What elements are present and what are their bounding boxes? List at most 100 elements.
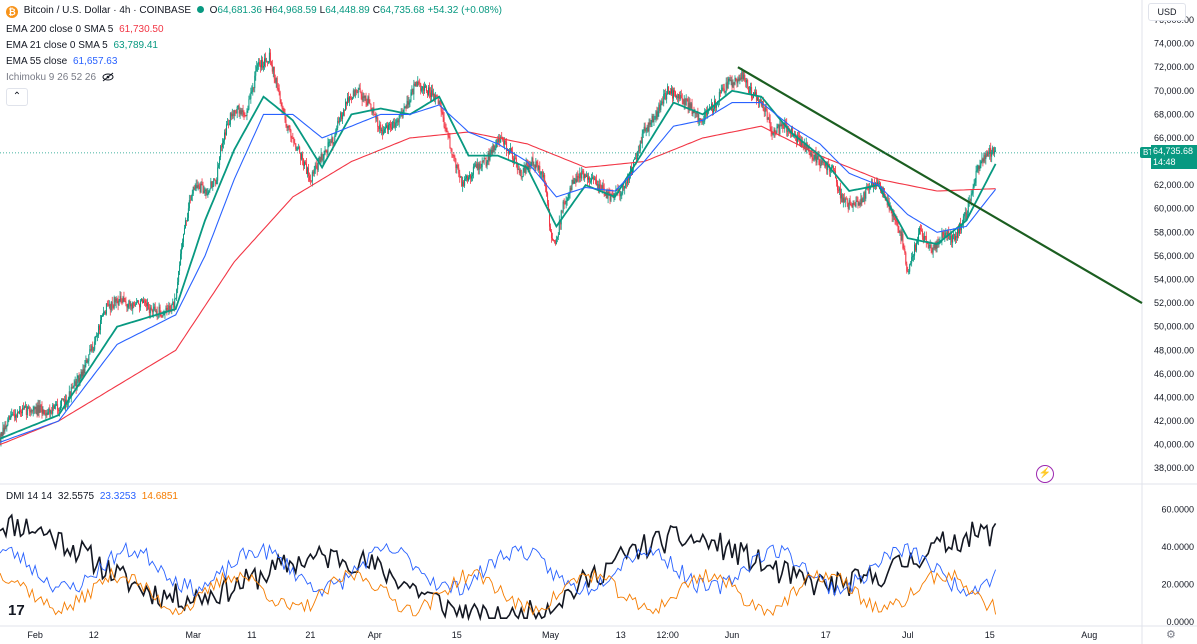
candle-body (641, 133, 643, 144)
candle-body (69, 391, 71, 398)
candle-body (126, 304, 128, 308)
candle-body (918, 228, 920, 234)
candle-body (463, 181, 465, 186)
candle-body (189, 200, 191, 202)
candle-body (611, 194, 613, 195)
candle-body (251, 90, 253, 92)
candle-body (910, 263, 912, 265)
candle-body (180, 253, 182, 266)
candle-body (149, 307, 151, 314)
candle-body (112, 305, 114, 308)
candle-body (371, 110, 373, 113)
candle-body (617, 189, 619, 192)
candle-body (203, 191, 205, 193)
candle-body (512, 158, 514, 162)
candle-body (609, 193, 611, 201)
candle-body (183, 227, 185, 234)
candle-body (469, 175, 471, 179)
hidden-eye-icon[interactable] (102, 72, 114, 82)
candle-body (78, 375, 80, 382)
dmi-legend[interactable]: DMI 14 14 32.5575 23.3253 14.6851 (6, 491, 181, 502)
candle-body (153, 306, 155, 309)
candle-body (810, 152, 812, 156)
candle-body (357, 89, 359, 93)
indicator-ichimoku[interactable]: Ichimoku 9 26 52 26 (6, 72, 114, 83)
candle-body (866, 188, 868, 189)
candle-body (569, 187, 571, 195)
candle-body (585, 174, 587, 177)
candle-body (296, 149, 298, 150)
indicator-value: 61,657.63 (72, 56, 118, 67)
candle-body (596, 184, 598, 186)
candle-body (919, 228, 921, 231)
collapse-legend-button[interactable]: ⌃ (6, 88, 28, 106)
bolt-icon[interactable]: ⚡ (1036, 465, 1054, 483)
candle-body (547, 193, 549, 204)
candle-body (70, 387, 72, 398)
symbol-legend[interactable]: ₿ Bitcoin / U.S. Dollar · 4h · COINBASE … (6, 5, 508, 18)
price-tick-label: 56,000.00 (1154, 251, 1194, 261)
candle-body (615, 189, 617, 194)
candle-body (518, 168, 520, 174)
candle-body (957, 229, 959, 234)
candle-body (833, 166, 835, 170)
candle-body (265, 61, 267, 63)
candle-body (924, 235, 926, 237)
dmi-adx-value: 32.5575 (57, 491, 95, 502)
indicator-ema55[interactable]: EMA 55 close 61,657.63 (6, 56, 120, 67)
candle-body (934, 242, 936, 249)
candle-body (280, 99, 282, 103)
time-tick-label: 13 (616, 630, 626, 640)
candle-body (862, 201, 864, 203)
indicator-ema200[interactable]: EMA 200 close 0 SMA 5 61,730.50 (6, 24, 167, 35)
candle-body (327, 142, 329, 154)
candle-body (676, 96, 678, 98)
candle-body (423, 86, 425, 91)
currency-selector[interactable]: USD (1148, 3, 1186, 21)
candle-body (415, 81, 417, 86)
candle-body (992, 147, 994, 153)
candle-body (218, 164, 220, 168)
candle-body (379, 124, 381, 130)
ohlc-l: L64,448.89 (319, 5, 370, 16)
candle-body (620, 194, 622, 197)
candle-body (742, 71, 744, 80)
candle-body (90, 349, 92, 351)
candle-body (355, 90, 357, 93)
candle-body (860, 198, 862, 205)
candle-body (590, 178, 592, 182)
candle-body (932, 247, 934, 253)
candle-body (190, 196, 192, 201)
candle-body (840, 194, 842, 199)
candle-body (473, 165, 475, 167)
candle-body (227, 123, 229, 125)
candle-body (975, 170, 977, 183)
candle-body (823, 161, 825, 164)
candle-body (681, 98, 683, 101)
candle-body (622, 186, 624, 193)
candle-body (241, 110, 243, 114)
candle-body (100, 319, 102, 331)
candle-body (748, 86, 750, 93)
candle-body (345, 101, 347, 111)
candle-body (980, 161, 982, 166)
candle-body (118, 300, 120, 306)
candle-body (858, 202, 860, 206)
candle-body (141, 299, 143, 301)
candle-body (759, 99, 761, 102)
candle-body (454, 156, 456, 159)
candle-body (16, 415, 18, 417)
candle-body (976, 170, 978, 172)
candle-body (277, 88, 279, 89)
candle-body (41, 406, 43, 414)
candle-body (119, 296, 121, 301)
candle-body (578, 177, 580, 179)
candle-body (267, 61, 269, 63)
candle-body (363, 96, 365, 98)
indicator-ema21[interactable]: EMA 21 close 0 SMA 5 63,789.41 (6, 40, 161, 51)
gear-icon[interactable]: ⚙ (1166, 629, 1176, 641)
tradingview-logo[interactable]: 17 (8, 602, 25, 619)
candle-body (479, 163, 481, 168)
candle-body (370, 103, 372, 111)
